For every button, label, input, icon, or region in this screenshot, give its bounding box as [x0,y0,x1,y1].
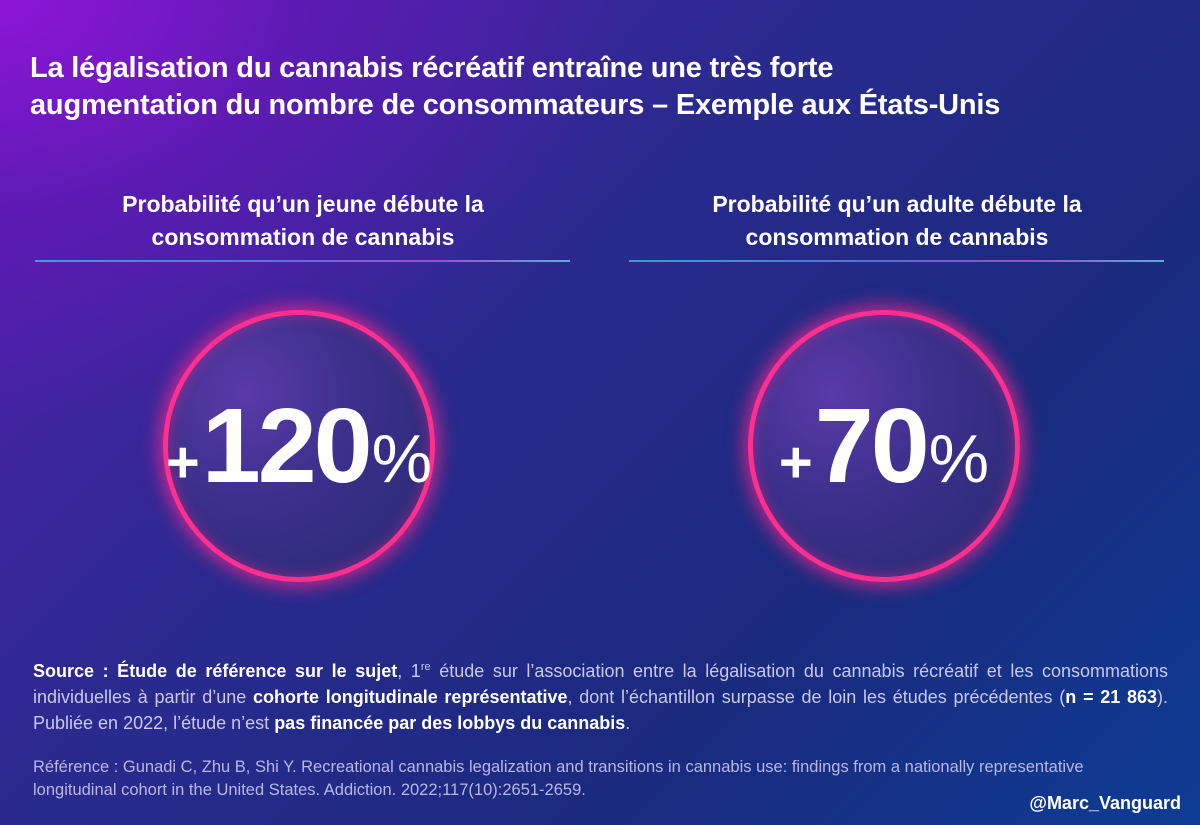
source-text-5: . [625,713,631,733]
youth-column: Probabilité qu’un jeune débute la consom… [33,188,573,262]
source-funding: pas financée par des lobbys du cannabis [274,713,626,733]
youth-stat-circle: + 120 % [163,310,435,582]
author-handle: @Marc_Vanguard [1029,793,1181,813]
youth-stat-number: 120 [201,387,373,505]
source-paragraph: Source : Étude de référence sur le sujet… [33,658,1168,736]
source-text-1: , 1 [397,661,421,681]
youth-stat-label: Probabilité qu’un jeune débute la consom… [33,188,573,256]
adult-stat-number: 70 [814,387,930,505]
title-line-2: augmentation du nombre de consommateurs … [30,89,1001,121]
source-text-2: étude sur l’association entre la légalis… [33,661,1169,707]
youth-stat-percent: % [371,421,433,497]
youth-stat-sign: + [165,430,200,495]
source-sample-size: n = 21 863 [1065,687,1157,707]
source-cohort: cohorte longitudinale représentative [253,687,568,707]
adult-stat-value: + 70 % [779,393,989,499]
source-superscript: re [420,661,431,673]
page-title: La légalisation du cannabis récréatif en… [30,50,1180,124]
adult-column: Probabilité qu’un adulte débute la conso… [627,188,1167,262]
adult-stat-circle: + 70 % [748,310,1020,582]
youth-label-line-2: consommation de cannabis [151,224,455,250]
adult-stat-label: Probabilité qu’un adulte débute la conso… [627,188,1167,256]
adult-label-line-1: Probabilité qu’un adulte débute la [712,191,1082,217]
title-line-1: La légalisation du cannabis récréatif en… [30,52,834,84]
youth-label-line-1: Probabilité qu’un jeune débute la [122,191,484,217]
source-text-3: , dont l’échantillon surpasse de loin le… [567,687,1066,707]
adult-stat-sign: + [778,430,813,495]
source-label: Source : Étude de référence sur le sujet [33,661,398,681]
adult-stat-percent: % [928,421,990,497]
adult-label-line-2: consommation de cannabis [745,224,1049,250]
source-text-4: ). Publiée en 2022, l’étude n’est [33,687,1168,733]
youth-stat-value: + 120 % [166,393,432,499]
youth-divider [35,260,570,262]
reference-citation: Référence : Gunadi C, Zhu B, Shi Y. Recr… [33,758,1084,799]
adult-divider [629,260,1164,262]
